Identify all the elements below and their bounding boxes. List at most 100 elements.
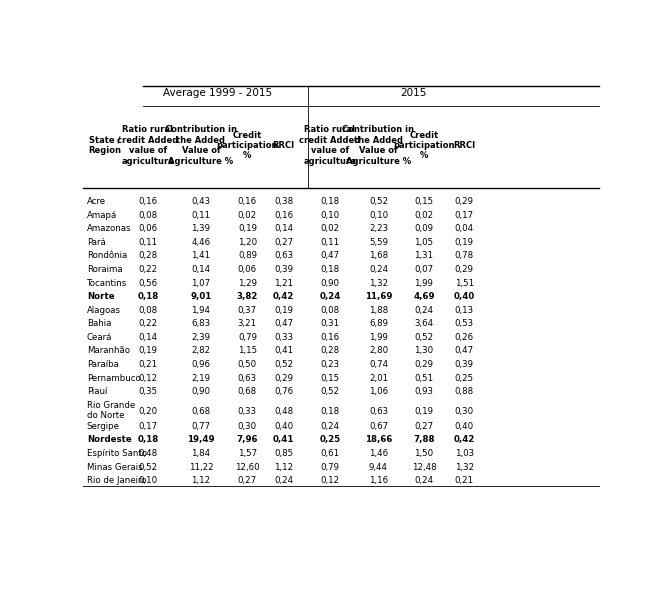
Text: 0,39: 0,39 [274,265,293,274]
Text: Amapá: Amapá [87,210,117,219]
Text: Norte: Norte [87,292,115,301]
Text: 1,41: 1,41 [191,251,210,260]
Text: 0,37: 0,37 [238,306,257,315]
Text: 0,42: 0,42 [454,435,475,444]
Text: RRCI: RRCI [453,141,476,150]
Text: 1,99: 1,99 [369,333,388,342]
Text: 0,08: 0,08 [139,210,157,219]
Text: Bahia: Bahia [87,319,111,328]
Text: 1,06: 1,06 [369,387,388,396]
Text: 1,94: 1,94 [191,306,210,315]
Text: 0,74: 0,74 [369,360,388,369]
Text: Rondônia: Rondônia [87,251,127,260]
Text: 11,69: 11,69 [365,292,392,301]
Text: 0,52: 0,52 [139,463,157,472]
Text: 0,09: 0,09 [414,224,434,233]
Text: Ratio rural
credit Added
value of
agriculture: Ratio rural credit Added value of agricu… [299,126,360,166]
Text: 0,47: 0,47 [274,319,293,328]
Text: 1,20: 1,20 [238,238,257,247]
Text: Contribution in
the Added
Value of
Agriculture %: Contribution in the Added Value of Agric… [342,126,414,166]
Text: 0,02: 0,02 [238,210,257,219]
Text: 1,29: 1,29 [238,279,257,288]
Text: 1,32: 1,32 [369,279,388,288]
Text: 1,50: 1,50 [414,449,434,458]
Text: 0,16: 0,16 [139,197,157,206]
Text: 0,39: 0,39 [455,360,474,369]
Text: 0,29: 0,29 [455,197,474,206]
Text: 0,17: 0,17 [139,422,157,431]
Text: 1,39: 1,39 [191,224,210,233]
Text: Alagoas: Alagoas [87,306,121,315]
Text: 0,07: 0,07 [414,265,434,274]
Text: 0,16: 0,16 [238,197,257,206]
Text: 0,14: 0,14 [274,224,293,233]
Text: 0,63: 0,63 [274,251,293,260]
Text: Roraima: Roraima [87,265,123,274]
Text: 0,27: 0,27 [238,476,257,485]
Text: 0,24: 0,24 [274,476,293,485]
Text: 2,80: 2,80 [369,346,388,355]
Text: 1,31: 1,31 [414,251,434,260]
Text: 0,30: 0,30 [238,422,257,431]
Text: 0,79: 0,79 [238,333,257,342]
Text: 0,10: 0,10 [320,210,340,219]
Text: 0,12: 0,12 [139,374,157,383]
Text: 0,90: 0,90 [191,387,210,396]
Text: 9,44: 9,44 [369,463,388,472]
Text: 0,18: 0,18 [137,435,159,444]
Text: 1,12: 1,12 [274,463,293,472]
Text: Rio Grande
do Norte: Rio Grande do Norte [87,401,135,420]
Text: 1,99: 1,99 [414,279,434,288]
Text: 0,21: 0,21 [139,360,157,369]
Text: 2,39: 2,39 [191,333,210,342]
Text: 0,27: 0,27 [414,422,434,431]
Text: 0,35: 0,35 [139,387,157,396]
Text: 1,51: 1,51 [455,279,474,288]
Text: 0,93: 0,93 [414,387,434,396]
Text: 4,46: 4,46 [191,238,210,247]
Text: 1,46: 1,46 [369,449,388,458]
Text: 0,77: 0,77 [191,422,210,431]
Text: Nordeste: Nordeste [87,435,132,444]
Text: 0,48: 0,48 [274,407,293,416]
Text: 0,18: 0,18 [320,265,340,274]
Text: 0,18: 0,18 [320,407,340,416]
Text: 0,25: 0,25 [320,435,340,444]
Text: 0,52: 0,52 [320,387,340,396]
Text: 0,41: 0,41 [274,346,293,355]
Text: 0,11: 0,11 [139,238,157,247]
Text: 1,57: 1,57 [238,449,257,458]
Text: 6,83: 6,83 [191,319,210,328]
Text: 0,17: 0,17 [455,210,474,219]
Text: 1,12: 1,12 [191,476,210,485]
Text: 0,96: 0,96 [191,360,210,369]
Text: Ceará: Ceará [87,333,113,342]
Text: 5,59: 5,59 [369,238,388,247]
Text: 0,67: 0,67 [369,422,388,431]
Text: 0,68: 0,68 [191,407,210,416]
Text: 0,14: 0,14 [139,333,157,342]
Text: 0,38: 0,38 [274,197,293,206]
Text: 0,41: 0,41 [273,435,294,444]
Text: 0,28: 0,28 [320,346,340,355]
Text: 0,11: 0,11 [320,238,340,247]
Text: 9,01: 9,01 [190,292,212,301]
Text: 3,21: 3,21 [238,319,257,328]
Text: 0,29: 0,29 [455,265,474,274]
Text: 0,52: 0,52 [414,333,434,342]
Text: Espírito Santo: Espírito Santo [87,449,147,458]
Text: Credit
participation
%: Credit participation % [216,130,278,160]
Text: 0,63: 0,63 [369,407,388,416]
Text: 0,33: 0,33 [274,333,293,342]
Text: 0,06: 0,06 [238,265,257,274]
Text: 3,64: 3,64 [414,319,434,328]
Text: Paraíba: Paraíba [87,360,119,369]
Text: State /
Region: State / Region [89,136,121,155]
Text: 0,24: 0,24 [320,422,340,431]
Text: 0,29: 0,29 [274,374,293,383]
Text: 0,85: 0,85 [274,449,293,458]
Text: 0,30: 0,30 [455,407,474,416]
Text: Acre: Acre [87,197,106,206]
Text: 0,15: 0,15 [320,374,340,383]
Text: 1,21: 1,21 [274,279,293,288]
